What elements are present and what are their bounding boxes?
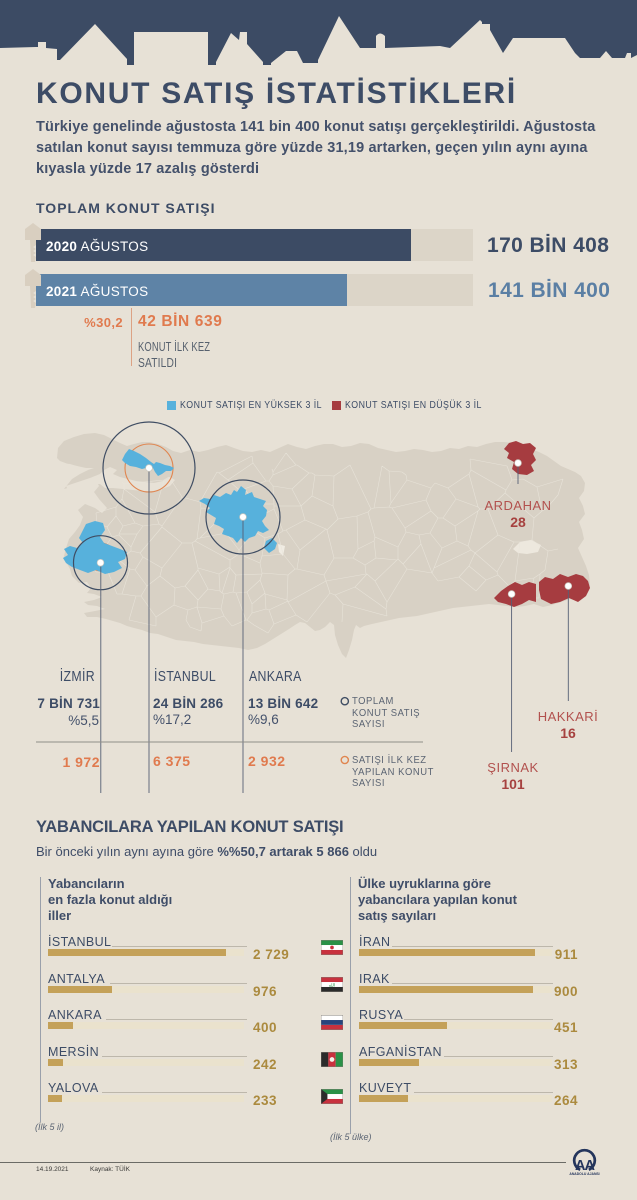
svg-text:AA: AA — [575, 1158, 595, 1174]
svg-text:ANADOLU AJANSI: ANADOLU AJANSI — [569, 1172, 599, 1176]
svg-text:الله: الله — [329, 983, 336, 988]
